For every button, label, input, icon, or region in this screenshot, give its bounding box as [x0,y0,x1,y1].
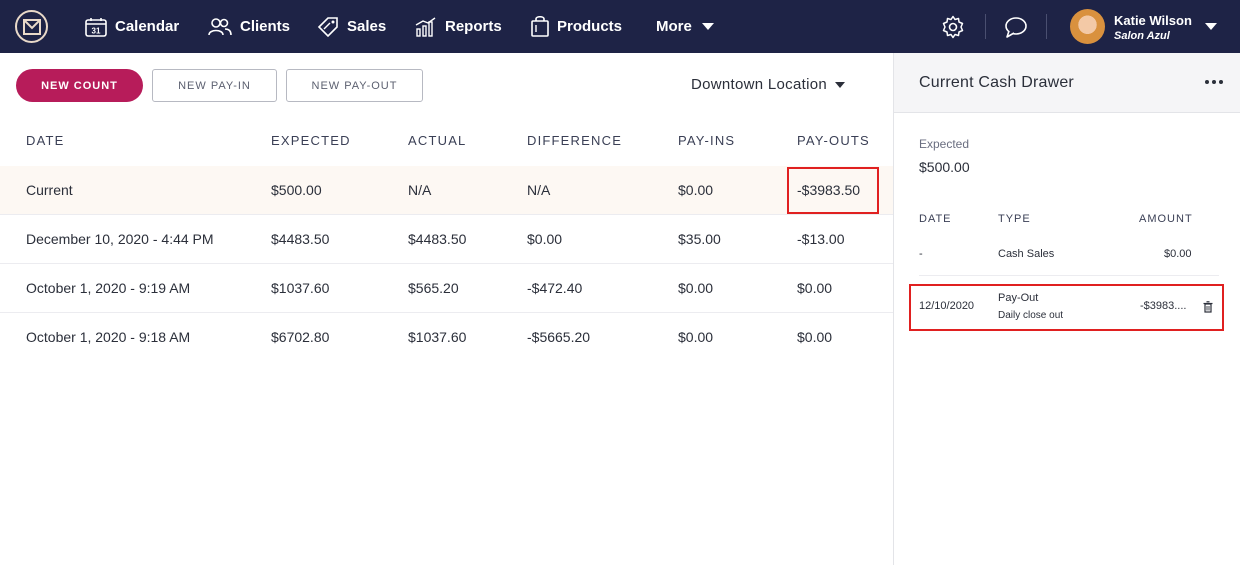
nav-divider [1046,14,1047,39]
nav-reports-label: Reports [445,18,502,35]
chevron-down-icon [1205,22,1217,30]
table-row[interactable]: December 10, 2020 - 4:44 PM $4483.50 $44… [0,215,893,264]
new-pay-out-button[interactable]: NEW PAY-OUT [286,69,423,102]
user-salon: Salon Azul [1114,30,1170,42]
chat-bubble-icon [1005,16,1027,38]
trash-icon[interactable] [1203,301,1213,313]
cell-pay-ins: $35.00 [678,231,721,247]
table-row-current[interactable]: Current $500.00 N/A N/A $0.00 -$3983.50 [0,166,893,215]
cell-date: December 10, 2020 - 4:44 PM [26,231,214,247]
column-header-difference: DIFFERENCE [527,133,623,148]
panel-row-date: - [919,248,923,260]
cell-date: October 1, 2020 - 9:18 AM [26,329,191,345]
bag-icon [531,16,549,37]
cell-actual: $4483.50 [408,231,467,247]
caret-down-icon [835,81,846,88]
new-count-button[interactable]: NEW COUNT [16,69,143,102]
column-header-pay-ins: PAY-INS [678,133,736,148]
panel-header-type: TYPE [998,213,1031,225]
nav-more-label: More [656,18,692,35]
cell-expected: $500.00 [271,182,322,198]
location-dropdown[interactable]: Downtown Location [691,76,846,93]
nav-clients-label: Clients [240,18,291,35]
column-header-actual: ACTUAL [408,133,467,148]
panel-divider [919,275,1219,276]
panel-row-amount: -$3983.... [1140,300,1187,312]
svg-text:31: 31 [92,26,101,35]
cell-pay-ins: $0.00 [678,329,714,345]
cell-pay-outs: $0.00 [797,280,833,296]
cell-date: October 1, 2020 - 9:19 AM [26,280,191,296]
cell-expected: $1037.60 [271,280,330,296]
cell-difference: $0.00 [527,231,563,247]
more-options-icon[interactable] [1205,80,1223,84]
column-header-expected: EXPECTED [271,133,351,148]
cell-difference: -$472.40 [527,280,583,296]
nav-calendar[interactable]: 31 Calendar [85,0,179,53]
cell-pay-outs: $0.00 [797,329,833,345]
clients-icon [208,17,232,35]
cell-difference: -$5665.20 [527,329,591,345]
cell-date: Current [26,182,73,198]
nav-products[interactable]: Products [531,0,622,53]
cell-pay-outs: -$3983.50 [797,182,861,198]
expected-value: $500.00 [919,159,970,175]
cell-pay-ins: $0.00 [678,182,714,198]
expected-label: Expected [919,137,970,151]
cell-difference: N/A [527,182,551,198]
column-header-date: DATE [26,133,65,148]
nav-more[interactable]: More [656,0,714,53]
messages-button[interactable] [1004,0,1036,53]
panel-row-date: 12/10/2020 [919,300,975,312]
panel-title: Current Cash Drawer [919,74,1074,91]
user-menu-toggle[interactable] [1205,0,1225,53]
cell-actual: $1037.60 [408,329,467,345]
tag-icon [317,16,338,37]
panel-row-type: Cash Sales [998,248,1055,260]
panel-row-amount: $0.00 [1164,248,1192,260]
cell-pay-ins: $0.00 [678,280,714,296]
column-header-pay-outs: PAY-OUTS [797,133,870,148]
nav-sales-label: Sales [347,18,387,35]
top-navigation-bar: 31 Calendar Clients Sales Reports [0,0,1240,53]
pay-out-row-highlight-box [909,284,1224,331]
user-name[interactable]: Katie Wilson [1114,13,1192,28]
chevron-down-icon [701,22,714,30]
panel-row-type: Pay-Out [998,292,1039,304]
cell-actual: N/A [408,182,432,198]
settings-button[interactable] [941,0,973,53]
location-label: Downtown Location [691,76,828,93]
chart-icon [415,16,436,37]
nav-reports[interactable]: Reports [415,0,502,53]
table-row[interactable]: October 1, 2020 - 9:18 AM $6702.80 $1037… [0,313,893,362]
panel-row-note: Daily close out [998,310,1064,321]
panel-header-amount: AMOUNT [1139,213,1193,225]
panel-header: Current Cash Drawer [894,53,1240,113]
new-pay-in-button[interactable]: NEW PAY-IN [152,69,277,102]
cell-expected: $4483.50 [271,231,330,247]
table-row[interactable]: October 1, 2020 - 9:19 AM $1037.60 $565.… [0,264,893,313]
nav-sales[interactable]: Sales [317,0,386,53]
nav-divider [985,14,986,39]
nav-calendar-label: Calendar [115,18,180,35]
user-avatar[interactable] [1070,9,1105,44]
gear-icon [942,15,964,38]
nav-products-label: Products [557,18,623,35]
cell-actual: $565.20 [408,280,459,296]
pay-outs-highlight-box [787,167,879,214]
cash-drawer-panel: Current Cash Drawer Expected $500.00 DAT… [893,53,1240,565]
cell-expected: $6702.80 [271,329,330,345]
nav-clients[interactable]: Clients [208,0,290,53]
cell-pay-outs: -$13.00 [797,231,845,247]
calendar-icon: 31 [85,17,107,37]
panel-header-date: DATE [919,213,952,225]
app-logo-icon[interactable] [15,10,48,43]
